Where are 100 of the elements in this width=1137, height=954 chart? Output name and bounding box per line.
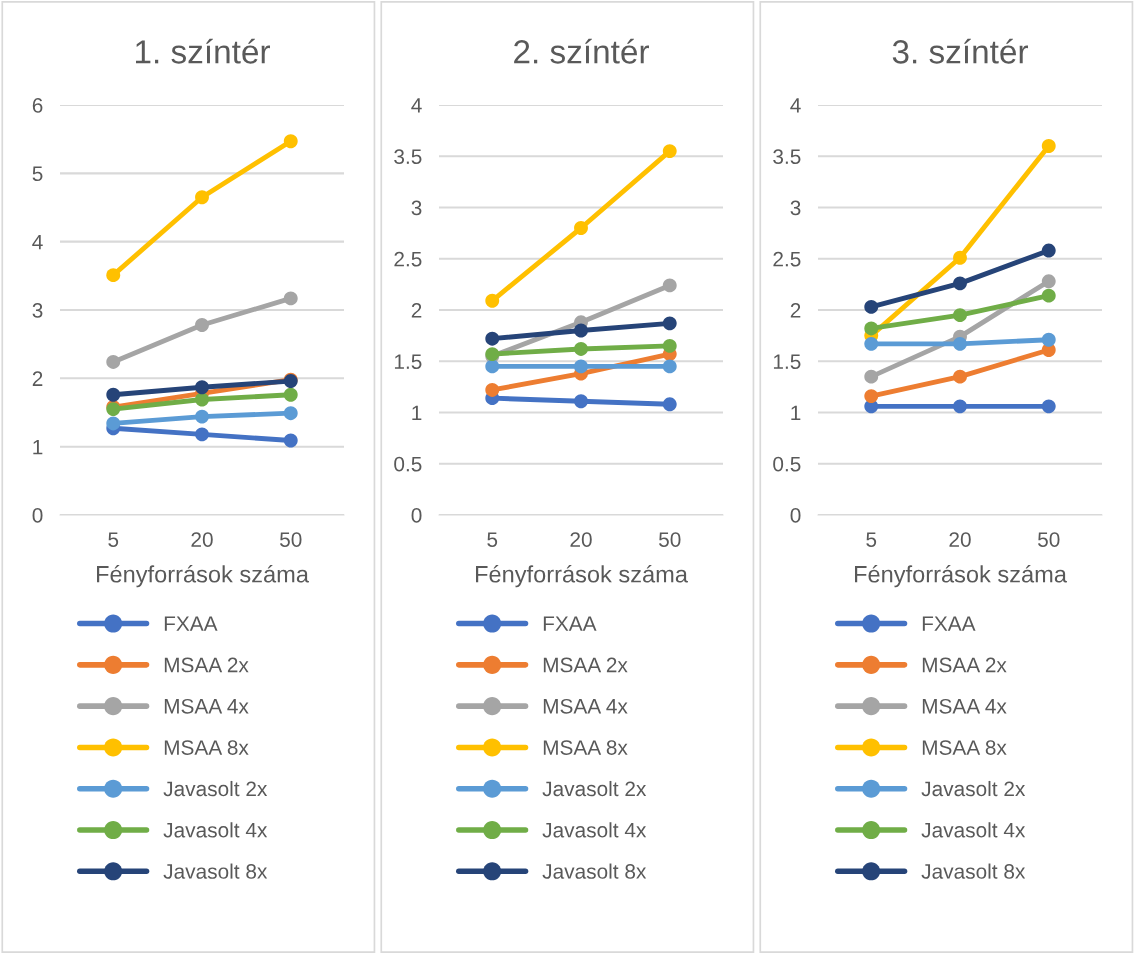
- point: [195, 409, 209, 424]
- legend-label: MSAA 8x: [922, 740, 1007, 755]
- point: [195, 427, 209, 442]
- x-tick-label: 50: [280, 532, 302, 547]
- point: [574, 394, 588, 409]
- x-tick-label: 20: [949, 532, 971, 547]
- point: [283, 433, 298, 448]
- point: [1041, 288, 1056, 303]
- point: [1041, 139, 1056, 153]
- legend-label: MSAA 8x: [543, 740, 628, 755]
- point: [662, 338, 677, 353]
- chart-title: 1. színtér: [136, 38, 270, 64]
- y-tick-label: 3: [32, 303, 43, 318]
- legend-label: Javasolt 8x: [542, 863, 647, 879]
- chart-title: 2. színtér: [514, 38, 649, 64]
- legend-label: FXAA: [543, 616, 597, 631]
- point: [283, 291, 298, 306]
- legend-label: Javasolt 2x: [542, 780, 647, 797]
- y-tick-label: 1.5: [394, 354, 422, 369]
- point: [662, 144, 677, 159]
- x-tick-label: 5: [487, 532, 498, 547]
- point: [485, 383, 500, 397]
- y-tick-label: 4: [411, 98, 422, 113]
- point: [283, 406, 298, 421]
- y-tick-label: 1: [33, 439, 43, 455]
- legend-label: MSAA 4x: [922, 698, 1007, 714]
- y-tick-label: 0.5: [773, 456, 801, 472]
- point: [953, 250, 967, 265]
- y-tick-label: 1.5: [773, 354, 801, 369]
- point: [662, 278, 677, 293]
- legend-label: MSAA 4x: [164, 698, 249, 714]
- point: [1041, 399, 1056, 414]
- y-tick-label: 3.5: [394, 149, 422, 164]
- point: [574, 323, 588, 338]
- legend-label: Javasolt 4x: [163, 822, 268, 838]
- x-tick-label: 20: [570, 532, 592, 547]
- point: [195, 392, 209, 407]
- point: [864, 336, 879, 351]
- y-tick-label: 3.5: [773, 149, 801, 164]
- point: [953, 369, 967, 384]
- legend-label: MSAA 2x: [543, 657, 628, 673]
- y-tick-label: 2.5: [773, 251, 801, 267]
- point: [574, 221, 588, 235]
- legend-label: FXAA: [922, 616, 976, 631]
- chart-title: 3. színtér: [892, 38, 1028, 64]
- point: [1041, 274, 1056, 289]
- x-tick-label: 50: [659, 532, 681, 547]
- point: [485, 331, 500, 346]
- point: [106, 354, 121, 369]
- point: [195, 318, 209, 332]
- point: [662, 359, 677, 374]
- point: [106, 387, 121, 402]
- legend-label: MSAA 2x: [164, 657, 249, 673]
- legend-label: Javasolt 8x: [163, 863, 268, 879]
- y-tick-label: 4: [790, 98, 801, 113]
- y-tick-label: 0.5: [394, 456, 422, 472]
- y-tick-label: 0: [32, 508, 43, 523]
- point: [574, 342, 588, 356]
- y-tick-label: 0: [411, 508, 422, 523]
- point: [1041, 243, 1056, 258]
- point: [283, 387, 298, 402]
- x-tick-label: 5: [108, 532, 119, 547]
- x-axis-title: Fényforrások száma: [97, 564, 309, 588]
- point: [283, 134, 298, 149]
- y-tick-label: 1: [412, 405, 422, 421]
- point: [106, 416, 121, 431]
- point: [953, 399, 967, 414]
- y-tick-label: 2.5: [394, 251, 422, 267]
- legend-label: Javasolt 4x: [921, 822, 1026, 838]
- point: [195, 380, 209, 395]
- y-tick-label: 0: [790, 508, 801, 523]
- y-tick-label: 2: [790, 303, 801, 318]
- point: [864, 369, 879, 384]
- legend-label: MSAA 4x: [543, 698, 628, 714]
- point: [953, 276, 967, 291]
- y-tick-label: 4: [32, 234, 43, 250]
- point: [662, 316, 677, 331]
- point: [662, 397, 677, 412]
- point: [1041, 332, 1056, 347]
- x-tick-label: 20: [191, 532, 213, 547]
- point: [864, 321, 879, 336]
- x-axis-title: Fényforrások száma: [855, 564, 1067, 588]
- point: [106, 268, 121, 283]
- y-tick-label: 3: [411, 200, 422, 216]
- point: [485, 359, 500, 374]
- y-tick-label: 2: [32, 371, 43, 386]
- point: [864, 389, 879, 404]
- point: [574, 359, 588, 374]
- point: [485, 293, 500, 308]
- legend-label: Javasolt 2x: [163, 780, 268, 797]
- legend-label: Javasolt 8x: [921, 863, 1026, 879]
- y-tick-label: 1: [791, 405, 801, 421]
- x-tick-label: 5: [866, 532, 877, 547]
- y-tick-label: 6: [32, 98, 43, 113]
- legend-label: MSAA 2x: [922, 657, 1007, 673]
- x-tick-label: 50: [1038, 532, 1060, 547]
- legend-label: Javasolt 4x: [542, 822, 647, 838]
- legend-label: MSAA 8x: [164, 740, 249, 755]
- y-tick-label: 5: [32, 166, 43, 182]
- legend-label: Javasolt 2x: [921, 780, 1026, 797]
